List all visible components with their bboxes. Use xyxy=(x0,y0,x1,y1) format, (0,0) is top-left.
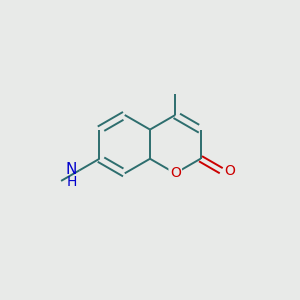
Text: O: O xyxy=(170,166,181,180)
Text: N: N xyxy=(66,162,77,177)
Text: O: O xyxy=(225,164,236,178)
Text: H: H xyxy=(67,175,77,188)
